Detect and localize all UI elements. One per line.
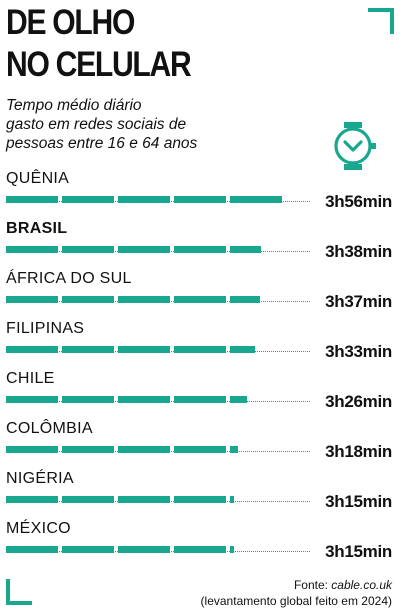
bar-segment	[230, 246, 261, 253]
bar-track	[6, 396, 310, 403]
country-label: NIGÉRIA	[6, 470, 74, 487]
bar-segment	[174, 296, 226, 303]
bar-segment	[118, 196, 170, 203]
source-note: Fonte: cable.co.uk (levantamento global …	[201, 577, 392, 609]
bar-segment	[174, 396, 226, 403]
subtitle-line-3: pessoas entre 16 e 64 anos	[6, 135, 198, 152]
bar-segment	[174, 546, 226, 553]
bar-track	[6, 546, 310, 553]
title-line-1: DE OLHO	[6, 3, 135, 42]
bar-row: NIGÉRIA 3h15min	[0, 468, 400, 518]
country-label: BRASIL	[6, 220, 68, 237]
country-label: FILIPINAS	[6, 320, 85, 337]
bar-row: COLÔMBIA 3h18min	[0, 418, 400, 468]
value-label: 3h33min	[325, 342, 392, 361]
bar-segment	[230, 496, 234, 503]
bar-segment	[62, 496, 114, 503]
bar-row: ÁFRICA DO SUL 3h37min	[0, 268, 400, 318]
source-detail: (levantamento global feito em 2024)	[200, 594, 392, 608]
bar-segment	[230, 346, 255, 353]
bar-segment	[6, 496, 58, 503]
country-label: MÉXICO	[6, 520, 71, 537]
bar-segment	[6, 346, 58, 353]
subtitle-line-2: gasto em redes sociais de	[6, 116, 187, 133]
country-label: CHILE	[6, 370, 55, 387]
bar-segment	[230, 296, 260, 303]
bar-segment	[118, 296, 170, 303]
bar-track	[6, 496, 310, 503]
page-title: DE OLHO NO CELULAR	[6, 2, 192, 86]
bar-segment	[230, 196, 282, 203]
bar-segment	[118, 496, 170, 503]
bar-segment	[62, 446, 114, 453]
bar-track	[6, 246, 310, 253]
value-label: 3h56min	[325, 192, 392, 211]
bar-segment	[118, 346, 170, 353]
value-label: 3h26min	[325, 392, 392, 411]
bar-segment	[62, 346, 114, 353]
subtitle-line-1: Tempo médio diário	[6, 97, 142, 114]
bar-segment	[174, 496, 226, 503]
bar-segment	[62, 546, 114, 553]
bar-segment	[62, 296, 114, 303]
bar-segment	[62, 396, 114, 403]
bar-segment	[62, 246, 114, 253]
bar-row: BRASIL 3h38min	[0, 218, 400, 268]
bar-row: CHILE 3h26min	[0, 368, 400, 418]
bar-row: QUÊNIA 3h56min	[0, 168, 400, 218]
country-label: QUÊNIA	[6, 170, 70, 187]
bar-track	[6, 446, 310, 453]
country-label: COLÔMBIA	[6, 420, 93, 437]
bar-segment	[118, 396, 170, 403]
bar-segment	[230, 546, 234, 553]
bar-segment	[174, 196, 226, 203]
source-label: Fonte:	[293, 578, 332, 592]
bar-segment	[174, 346, 226, 353]
value-label: 3h37min	[325, 292, 392, 311]
bar-segment	[62, 196, 114, 203]
bar-segment	[6, 396, 58, 403]
bar-track	[6, 346, 310, 353]
subtitle: Tempo médio diário gasto em redes sociai…	[6, 96, 246, 153]
value-label: 3h38min	[325, 242, 392, 261]
bar-track	[6, 296, 310, 303]
bar-row: MÉXICO 3h15min	[0, 518, 400, 568]
bar-segment	[6, 196, 58, 203]
bar-chart: QUÊNIA 3h56min BRASIL 3h38min ÁFRICA DO SUL 3…	[0, 168, 400, 568]
bar-segment	[118, 246, 170, 253]
bar-segment	[174, 446, 226, 453]
value-label: 3h15min	[325, 492, 392, 511]
bar-segment	[118, 546, 170, 553]
corner-bracket-bottom-left	[6, 579, 32, 605]
bar-segment	[6, 446, 58, 453]
bar-row: FILIPINAS 3h33min	[0, 318, 400, 368]
bar-track	[6, 196, 310, 203]
title-line-2: NO CELULAR	[6, 45, 192, 84]
source-name: cable.co.uk	[331, 578, 392, 592]
bar-segment	[230, 396, 247, 403]
bar-segment	[6, 546, 58, 553]
bar-segment	[118, 446, 170, 453]
bar-segment	[174, 246, 226, 253]
corner-bracket-top-right	[368, 8, 394, 34]
bar-segment	[6, 246, 58, 253]
bar-segment	[230, 446, 238, 453]
bar-segment	[6, 296, 58, 303]
value-label: 3h18min	[325, 442, 392, 461]
source-line: Fonte: cable.co.uk	[201, 577, 392, 593]
country-label: ÁFRICA DO SUL	[6, 270, 132, 287]
value-label: 3h15min	[325, 542, 392, 561]
watch-icon	[334, 122, 376, 170]
